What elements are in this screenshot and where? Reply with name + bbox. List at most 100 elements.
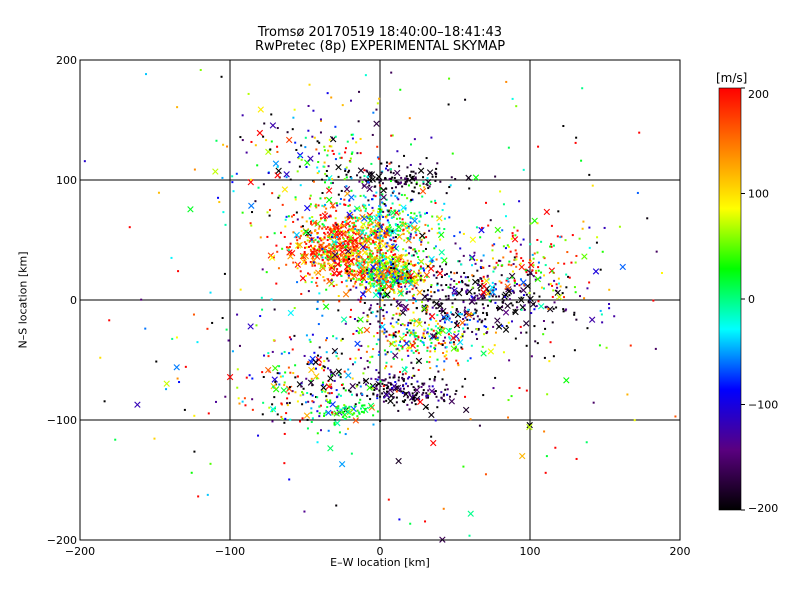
data-point xyxy=(430,290,433,293)
data-point xyxy=(556,235,559,238)
data-point xyxy=(434,171,437,174)
data-point xyxy=(368,267,371,270)
data-point xyxy=(304,401,307,404)
data-point xyxy=(367,315,370,318)
data-point xyxy=(300,292,303,295)
data-point xyxy=(276,145,279,148)
data-point xyxy=(431,385,434,388)
data-point xyxy=(299,270,302,273)
data-point xyxy=(491,249,494,252)
data-point xyxy=(470,344,473,347)
data-point xyxy=(346,231,349,234)
data-point xyxy=(321,238,324,241)
data-point xyxy=(266,211,269,214)
data-point xyxy=(520,331,523,334)
data-point xyxy=(378,234,381,237)
data-point xyxy=(372,111,375,114)
data-point xyxy=(351,413,354,416)
data-point xyxy=(289,371,292,374)
data-point xyxy=(493,344,496,347)
data-point xyxy=(402,260,405,263)
data-point xyxy=(317,248,320,251)
data-point xyxy=(268,208,271,211)
data-point xyxy=(407,279,410,282)
data-point xyxy=(418,398,421,401)
data-point xyxy=(588,316,596,323)
data-point xyxy=(373,231,376,234)
data-point xyxy=(401,261,404,264)
data-point xyxy=(390,161,393,164)
data-point xyxy=(525,389,528,392)
data-point xyxy=(339,197,342,200)
data-point xyxy=(292,372,295,375)
data-point xyxy=(267,352,270,355)
data-point xyxy=(414,231,417,234)
data-point xyxy=(309,340,312,343)
data-point xyxy=(352,332,355,335)
data-point xyxy=(363,404,366,407)
data-point xyxy=(351,227,354,230)
data-point xyxy=(513,259,516,262)
data-point xyxy=(544,471,547,474)
data-point xyxy=(385,187,388,190)
data-point xyxy=(347,171,350,174)
data-point xyxy=(455,359,458,362)
data-point xyxy=(346,215,349,218)
data-point xyxy=(445,272,448,275)
data-point xyxy=(423,335,426,338)
data-point xyxy=(588,226,591,229)
data-point xyxy=(411,295,414,298)
data-point xyxy=(422,176,425,179)
data-point xyxy=(369,322,372,325)
data-point xyxy=(380,284,383,287)
data-point xyxy=(287,392,290,395)
data-point xyxy=(315,377,318,380)
data-point xyxy=(254,144,257,147)
data-point xyxy=(363,367,366,370)
data-point xyxy=(328,392,331,395)
data-point xyxy=(376,145,379,148)
data-point xyxy=(561,292,564,295)
data-point xyxy=(283,171,290,178)
data-point xyxy=(231,181,234,184)
data-point xyxy=(374,221,381,228)
data-point xyxy=(376,410,379,413)
data-point xyxy=(360,331,363,334)
data-point xyxy=(377,371,380,374)
data-point xyxy=(401,378,404,381)
data-point xyxy=(398,283,401,286)
data-point xyxy=(418,318,421,321)
data-point xyxy=(545,455,548,458)
data-point xyxy=(321,204,324,207)
data-point xyxy=(287,366,290,369)
data-point xyxy=(588,173,591,176)
data-point xyxy=(575,318,578,321)
data-point xyxy=(227,339,230,342)
data-point xyxy=(557,262,560,265)
data-point xyxy=(385,277,388,280)
data-point xyxy=(445,327,453,335)
data-point xyxy=(434,335,437,338)
data-point xyxy=(372,385,375,388)
data-point xyxy=(330,230,333,233)
data-point xyxy=(247,92,250,95)
data-point xyxy=(369,398,372,401)
data-point xyxy=(426,331,429,334)
data-point xyxy=(413,319,416,322)
data-point xyxy=(343,185,351,193)
data-point xyxy=(354,195,357,198)
y-tick-label: −100 xyxy=(47,414,77,427)
data-point xyxy=(355,216,358,219)
data-point xyxy=(351,151,354,154)
data-point xyxy=(362,311,365,314)
data-point xyxy=(518,200,521,203)
data-point xyxy=(267,172,270,175)
data-point xyxy=(376,237,379,240)
data-point xyxy=(433,350,436,353)
data-point xyxy=(347,244,350,247)
data-point xyxy=(381,278,384,281)
data-point xyxy=(465,290,468,293)
data-point xyxy=(453,331,456,334)
data-point xyxy=(502,245,505,248)
data-point xyxy=(311,263,314,266)
